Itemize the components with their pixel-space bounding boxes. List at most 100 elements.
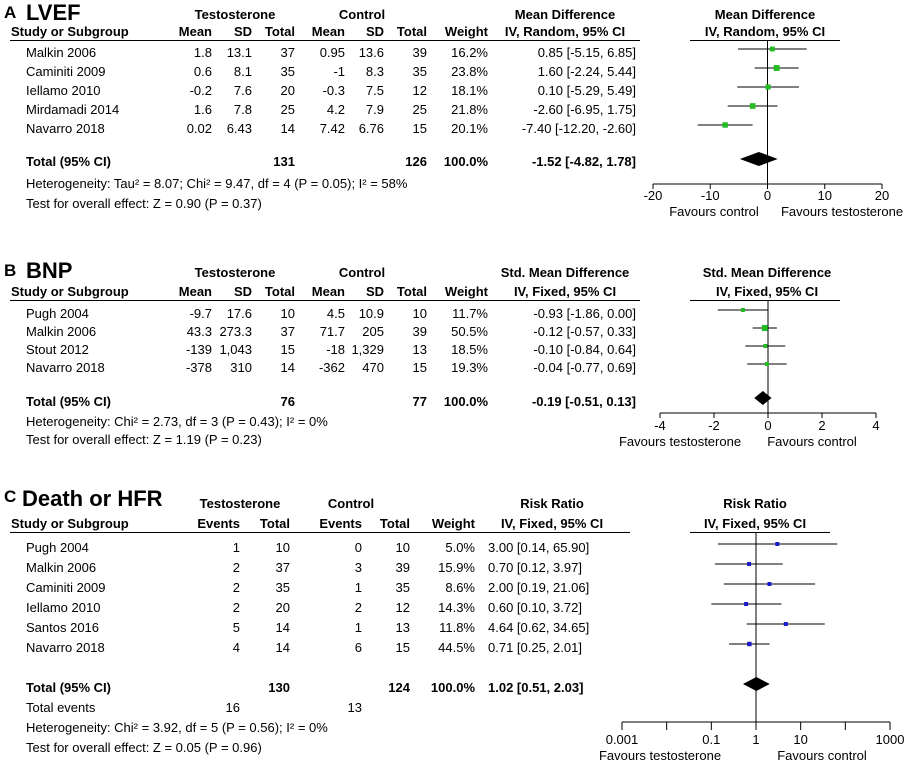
header-rule [10,300,640,301]
cell-weight: 44.5% [438,640,475,655]
group2-header: Control [338,265,386,280]
col-mean-1: Mean [178,284,212,299]
cell: 13.6 [358,45,384,60]
tick-label: -10 [701,188,720,203]
cell: -0.3 [322,83,345,98]
cell: 37 [275,560,290,575]
cell: 15 [280,342,295,357]
cell: 37 [280,324,295,339]
plot-subheader: IV, Random, 95% CI [704,24,826,39]
favours-left-label: Favours testosterone [599,748,721,763]
col-total-2: Total [379,516,410,531]
cell: 7.42 [319,121,345,136]
cell: -1 [333,64,345,79]
cell: 0.02 [186,121,212,136]
point-estimate [747,641,752,647]
panel-label: A [4,3,17,22]
cell: -9.7 [189,306,212,321]
cell: 10 [412,306,427,321]
total-weight: 100.0% [430,680,475,695]
cell: 25 [280,102,295,117]
cell: 12 [395,600,410,615]
tick-label: -20 [644,188,663,203]
cell-ci: -7.40 [-12.20, -2.60] [521,121,636,136]
cell-weight: 18.5% [451,342,488,357]
cell-ci: 0.71 [0.25, 2.01] [488,640,582,655]
panel-label: C [4,487,17,506]
tick-label: 4 [872,418,879,433]
cell: 35 [280,64,295,79]
cell: 7.5 [365,83,384,98]
cell: 13 [395,620,410,635]
cell: 4.5 [326,306,345,321]
cell-ci: 0.60 [0.10, 3.72] [488,600,582,615]
cell: 43.3 [186,324,212,339]
point-estimate [783,622,788,626]
favours-right-label: Favours control [777,748,867,763]
total-weight: 100.0% [443,154,488,169]
tick-label: 0.1 [702,732,720,747]
cell-weight: 11.8% [439,620,475,635]
study-name: Caminiti 2009 [26,580,106,595]
col-study: Study or Subgroup [11,516,129,531]
effect-header: Risk Ratio [520,496,584,511]
study-name: Santos 2016 [26,620,100,635]
group1-header: Testosterone [194,265,276,280]
col-weight: Weight [444,284,488,299]
study-name: Navarro 2018 [26,121,105,136]
col-total-1: Total [259,516,290,531]
cell-weight: 21.8% [451,102,488,117]
point-estimate [749,103,756,109]
col-ci: IV, Fixed, 95% CI [500,516,604,531]
overall-effect-note: Test for overall effect: Z = 1.19 (P = 0… [26,432,262,447]
point-estimate [767,582,772,586]
cell-weight: 18.1% [451,83,488,98]
cell: 2 [232,560,240,575]
point-estimate [744,602,749,606]
total-label: Total (95% CI) [26,680,111,695]
cell: 15 [395,640,410,655]
study-name: Malkin 2006 [26,45,97,60]
total-n-1: 76 [280,394,295,409]
tick-label: -4 [654,418,666,433]
col-ci: IV, Fixed, 95% CI [513,284,617,299]
cell: 20 [280,83,295,98]
cell-ci: 3.00 [0.14, 65.90] [488,540,590,555]
panel-title: BNP [26,258,73,283]
group1-header: Testosterone [194,7,276,22]
study-name: Malkin 2006 [26,560,97,575]
col-mean-2: Mean [311,24,345,39]
cell: 15 [412,121,427,136]
col-events-1: Events [197,516,240,531]
cell-weight: 19.3% [451,360,488,375]
cell-weight: 50.5% [451,324,488,339]
cell: 7.6 [233,83,252,98]
point-estimate [740,308,745,312]
col-total-2: Total [396,24,427,39]
cell-ci: 0.10 [-5.29, 5.49] [537,83,636,98]
study-name: Mirdamadi 2014 [26,102,120,117]
study-name: Iellamo 2010 [26,600,101,615]
plot-header: Risk Ratio [723,496,787,511]
cell: 12 [412,83,427,98]
cell: 7.8 [233,102,252,117]
cell: 6.76 [358,121,384,136]
overall-effect-note: Test for overall effect: Z = 0.05 (P = 0… [26,740,262,755]
cell: 35 [275,580,290,595]
cell-ci: -2.60 [-6.95, 1.75] [533,102,636,117]
tick-label: 2 [818,418,825,433]
col-study: Study or Subgroup [11,24,129,39]
panel-label: B [4,261,17,280]
cell: 310 [230,360,252,375]
tick-label: 0.001 [606,732,639,747]
panel-title: LVEF [26,0,81,25]
col-events-2: Events [319,516,362,531]
total-label: Total (95% CI) [26,154,111,169]
col-total-2: Total [396,284,427,299]
cell-ci: 0.70 [0.12, 3.97] [488,560,582,575]
cell: -139 [185,342,212,357]
tick-label: 0 [764,188,771,203]
col-study: Study or Subgroup [11,284,129,299]
cell: 37 [280,45,295,60]
